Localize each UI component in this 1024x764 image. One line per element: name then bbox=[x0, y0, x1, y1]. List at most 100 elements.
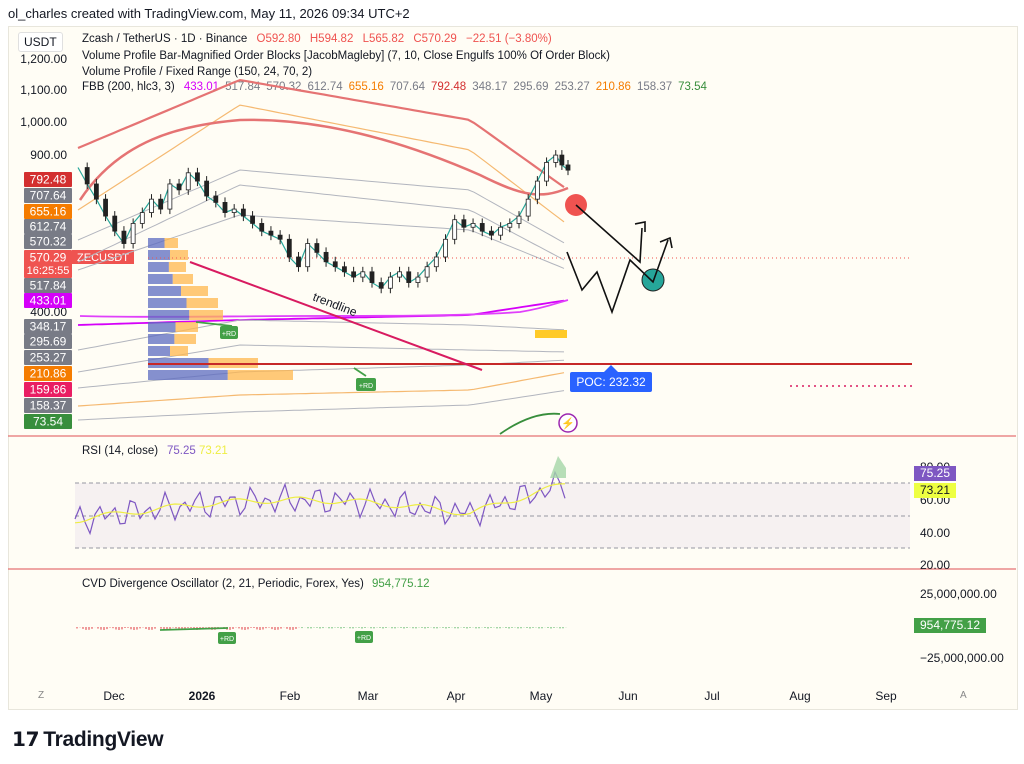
price-tag-label: 210.86 bbox=[30, 367, 67, 381]
candle-body bbox=[559, 154, 565, 166]
auto-scale-button[interactable]: A bbox=[960, 690, 967, 701]
cvd-bar bbox=[166, 627, 168, 630]
rsi-overbought-fill bbox=[550, 456, 566, 478]
cvd-value: 954,775.12 bbox=[372, 578, 430, 590]
cvd-bar bbox=[454, 627, 456, 629]
fbb-value-5: 707.64 bbox=[389, 81, 426, 93]
volume-profile-bar-up bbox=[148, 370, 228, 380]
price-tag bbox=[24, 188, 72, 203]
poc-badge-pointer bbox=[604, 365, 618, 372]
candle-body bbox=[93, 183, 99, 200]
price-tag bbox=[24, 293, 72, 308]
candle-body bbox=[84, 167, 90, 185]
x-tick-label: Apr bbox=[447, 689, 466, 703]
candle-body bbox=[397, 271, 402, 278]
x-tick-label: Sep bbox=[875, 689, 897, 703]
cvd-bar bbox=[466, 627, 468, 629]
cvd-bar bbox=[127, 627, 129, 628]
y-tick-label: 1,000.00 bbox=[20, 115, 67, 129]
x-tick-label: Dec bbox=[103, 689, 124, 703]
cvd-bar bbox=[160, 627, 162, 629]
price-tag-label: 348.17 bbox=[30, 320, 67, 334]
cvd-bar bbox=[361, 627, 363, 629]
cvd-bar bbox=[328, 627, 330, 629]
legend-indicator-vp[interactable]: Volume Profile / Fixed Range (150, 24, 7… bbox=[82, 66, 313, 78]
ohlc-high: H594.82 bbox=[309, 33, 354, 45]
countdown-label: 16:25:55 bbox=[27, 265, 70, 277]
cvd-bar bbox=[379, 627, 381, 628]
cvd-bar bbox=[319, 627, 321, 629]
candle-body bbox=[470, 223, 476, 228]
y-tick-label: 900.00 bbox=[30, 148, 67, 162]
rsi-value-tag-2 bbox=[914, 483, 956, 498]
candle-body bbox=[406, 271, 412, 283]
cvd-bar bbox=[97, 627, 99, 629]
fbb-value-7: 348.17 bbox=[472, 81, 508, 93]
cvd-bar bbox=[124, 627, 126, 628]
candle-body bbox=[525, 198, 531, 217]
ohlc-open: O592.80 bbox=[256, 33, 301, 45]
cvd-bar bbox=[112, 627, 114, 629]
cvd-bar bbox=[307, 627, 309, 629]
fbb-value-0: 433.01 bbox=[183, 81, 220, 93]
cvd-bar bbox=[151, 627, 153, 630]
x-tick-label: Jul bbox=[704, 689, 719, 703]
cvd-bar bbox=[478, 627, 480, 629]
cvd-rd-badge bbox=[218, 632, 236, 644]
unit-selector[interactable]: USDT bbox=[18, 32, 63, 52]
candle-body bbox=[378, 282, 384, 289]
rsi-tick-label: 20.00 bbox=[920, 558, 950, 572]
cvd-bar bbox=[526, 627, 528, 628]
cvd-bar bbox=[529, 627, 531, 629]
candle-body bbox=[268, 230, 274, 236]
trendline bbox=[189, 261, 483, 371]
cvd-bar bbox=[82, 627, 84, 629]
legend-indicator-ob[interactable]: Volume Profile Bar-Magnified Order Block… bbox=[82, 50, 610, 62]
price-tag bbox=[24, 278, 72, 293]
candle-body bbox=[195, 172, 200, 182]
cvd-rd-label: +RD bbox=[220, 636, 234, 643]
cvd-bar bbox=[277, 627, 279, 630]
cvd-bar bbox=[313, 627, 315, 628]
price-tag-label: 158.37 bbox=[30, 399, 67, 413]
cvd-bar bbox=[187, 627, 189, 628]
symbol-name[interactable]: Zcash / TetherUS · 1D · Binance bbox=[82, 33, 248, 45]
candle-body bbox=[443, 238, 448, 258]
candle-body bbox=[213, 195, 219, 203]
cvd-bar bbox=[109, 627, 111, 628]
volume-profile-bar-down bbox=[189, 310, 223, 320]
cvd-bar bbox=[202, 627, 204, 629]
ohlc-close: C570.29 bbox=[413, 33, 457, 45]
cvd-bar bbox=[349, 627, 351, 629]
cvd-bar bbox=[256, 627, 258, 630]
price-tag bbox=[24, 382, 72, 397]
rsi-value-tag-1 bbox=[914, 466, 956, 481]
price-tag bbox=[24, 234, 72, 249]
rd-badge bbox=[220, 326, 238, 339]
candle-body bbox=[204, 180, 210, 197]
cvd-bar bbox=[412, 627, 414, 629]
cvd-bar bbox=[343, 627, 345, 628]
rsi-tag-label-2: 73.21 bbox=[920, 483, 950, 497]
price-tag-label: 253.27 bbox=[30, 351, 67, 365]
cvd-bar bbox=[400, 627, 402, 628]
cvd-tick-label: −25,000,000.00 bbox=[920, 651, 1004, 665]
cvd-bar bbox=[436, 627, 438, 629]
cvd-bar bbox=[553, 627, 555, 628]
cvd-bar bbox=[121, 627, 123, 630]
candle-body bbox=[130, 223, 136, 244]
rsi-line bbox=[74, 470, 566, 536]
x-tick-label: Aug bbox=[789, 689, 810, 703]
lightning-icon bbox=[558, 413, 578, 433]
cvd-bar bbox=[520, 627, 522, 629]
cvd-tag-label: 954,775.12 bbox=[920, 618, 980, 632]
order-block bbox=[535, 330, 567, 338]
timezone-button[interactable]: Z bbox=[38, 690, 45, 701]
fbb-name: FBB (200, hlc3, 3) bbox=[82, 81, 175, 93]
price-tag bbox=[24, 414, 72, 429]
cvd-bar bbox=[85, 627, 87, 630]
cvd-divergence-line bbox=[159, 627, 229, 631]
band-orange-lower bbox=[77, 372, 565, 407]
rd-line bbox=[353, 367, 367, 377]
